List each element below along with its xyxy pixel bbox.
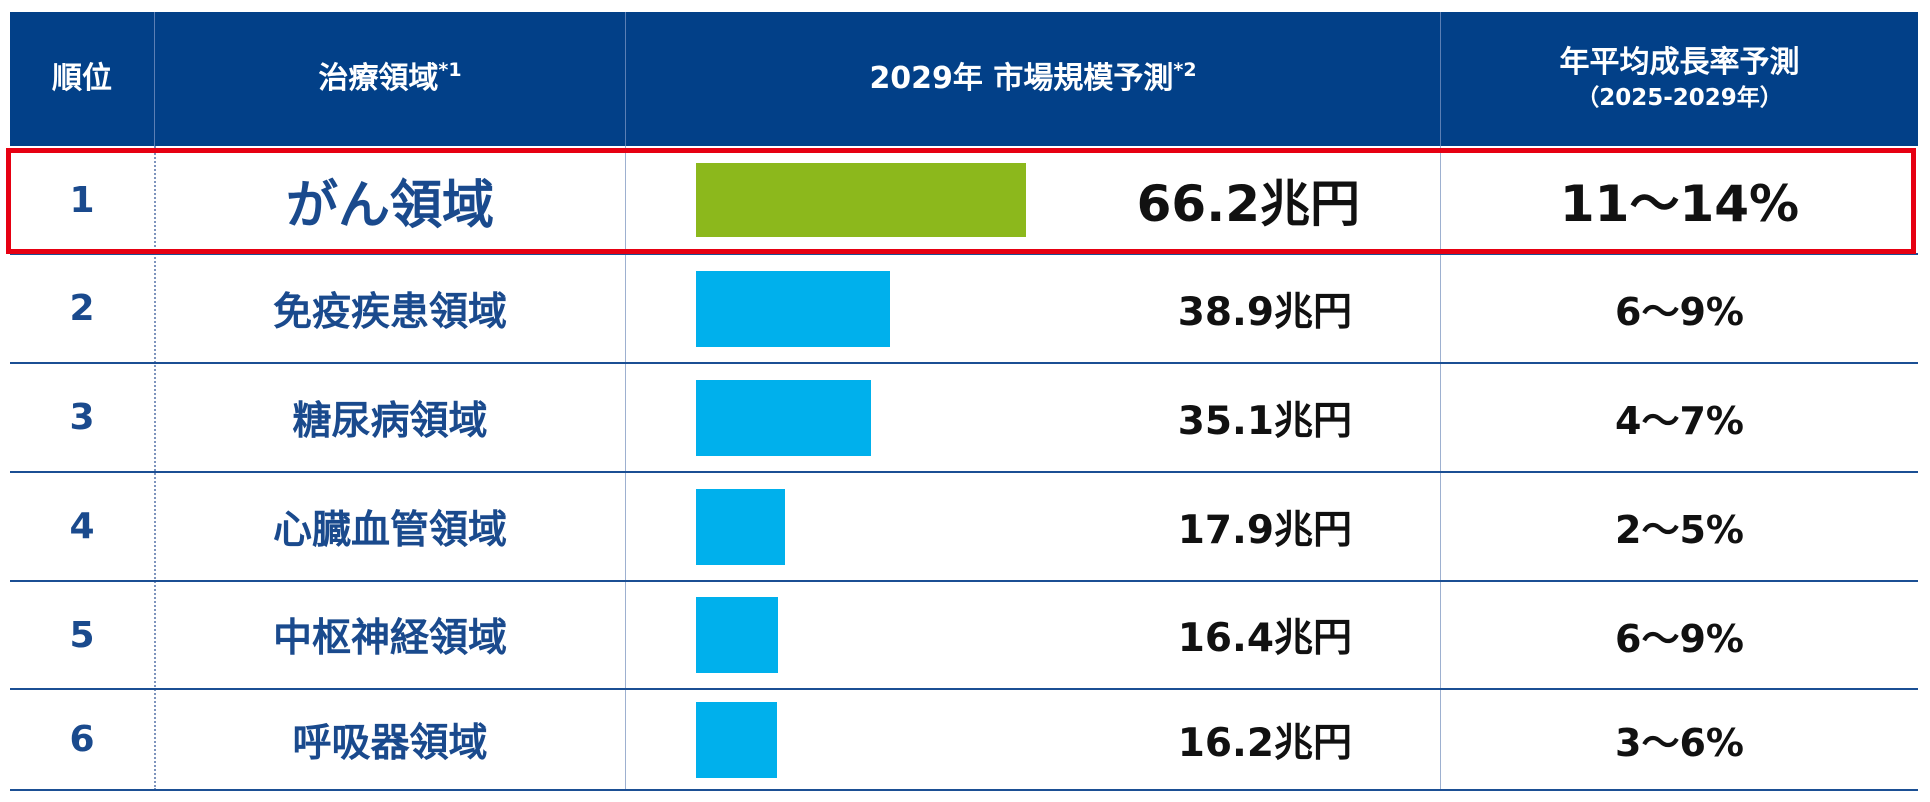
- table-row: 2 免疫疾患領域 38.9兆円 6～9%: [10, 253, 1918, 363]
- market-size-bar: [696, 380, 871, 456]
- column-divider-market: [1440, 146, 1441, 790]
- header-area: 治療領域*1: [155, 12, 625, 146]
- header-rank-label: 順位: [52, 61, 112, 96]
- therapeutic-area-cell: 糖尿病領域: [292, 398, 488, 444]
- header-market: 2029年 市場規模予測*2: [626, 12, 1440, 146]
- cagr-value: 6～9%: [1615, 616, 1744, 661]
- row-divider: [10, 471, 1918, 473]
- market-size-value: 66.2兆円: [1136, 175, 1360, 233]
- header-cagr: 年平均成長率予測 （2025-2029年）: [1441, 12, 1918, 146]
- market-size-value: 16.4兆円: [1177, 616, 1352, 661]
- market-size-bar: [696, 489, 785, 565]
- rank-cell: 6: [69, 719, 95, 760]
- therapeutic-area-cell: 呼吸器領域: [292, 720, 488, 766]
- therapeutic-area-cell: 中枢神経領域: [272, 616, 507, 661]
- header-market-footnote: *2: [1173, 59, 1197, 81]
- header-divider: [1440, 12, 1441, 146]
- header-cagr-period: （2025-2029年）: [1576, 85, 1783, 111]
- header-market-label: 2029年 市場規模予測: [869, 61, 1174, 96]
- rank-cell: 5: [69, 614, 95, 656]
- table-row: 5 中枢神経領域 16.4兆円 6～9%: [10, 580, 1918, 689]
- cagr-value: 3～6%: [1615, 721, 1744, 765]
- market-size-bar: [696, 163, 1026, 237]
- market-size-bar: [696, 271, 890, 347]
- cagr-value: 2～5%: [1615, 508, 1744, 552]
- table-row: 4 心臓血管領域 17.9兆円 2～5%: [10, 471, 1918, 581]
- market-size-value: 35.1兆円: [1177, 398, 1352, 444]
- therapeutic-area-cell: 免疫疾患領域: [272, 289, 507, 335]
- table-row-highlighted: 1 がん領域 66.2兆円 11～14%: [10, 146, 1918, 254]
- cagr-value: 11～14%: [1559, 175, 1800, 233]
- market-size-bar: [696, 702, 777, 778]
- row-divider: [10, 688, 1918, 690]
- market-ranking-table: 順位 治療領域*1 2029年 市場規模予測*2 年平均成長率予測 （2025-…: [6, 12, 1918, 792]
- rank-cell: 3: [69, 397, 95, 438]
- row-divider: [10, 253, 1918, 255]
- cagr-value: 4～7%: [1615, 399, 1744, 443]
- row-divider: [10, 362, 1918, 364]
- rank-cell: 1: [69, 179, 95, 221]
- therapeutic-area-cell: 心臓血管領域: [272, 507, 507, 553]
- table-bottom-border: [10, 789, 1918, 791]
- market-size-value: 16.2兆円: [1177, 720, 1352, 766]
- header-divider: [625, 12, 626, 146]
- header-area-footnote: *1: [438, 59, 462, 81]
- cagr-value: 6～9%: [1615, 290, 1744, 334]
- market-size-bar: [696, 597, 778, 673]
- column-divider-area: [625, 146, 626, 790]
- header-divider: [154, 12, 155, 146]
- rank-cell: 4: [69, 506, 95, 547]
- row-divider: [10, 580, 1918, 582]
- table-row: 3 糖尿病領域 35.1兆円 4～7%: [10, 362, 1918, 472]
- market-size-value: 17.9兆円: [1177, 507, 1352, 553]
- rank-cell: 2: [69, 288, 95, 329]
- table-header: 順位 治療領域*1 2029年 市場規模予測*2 年平均成長率予測 （2025-…: [10, 12, 1918, 146]
- market-size-value: 38.9兆円: [1177, 289, 1352, 335]
- header-cagr-label: 年平均成長率予測: [1559, 45, 1800, 80]
- table-row: 6 呼吸器領域 16.2兆円 3～6%: [10, 688, 1918, 790]
- therapeutic-area-cell: がん領域: [285, 175, 494, 236]
- header-rank: 順位: [10, 12, 154, 146]
- column-divider-rank: [154, 146, 156, 790]
- header-area-label: 治療領域: [318, 61, 439, 96]
